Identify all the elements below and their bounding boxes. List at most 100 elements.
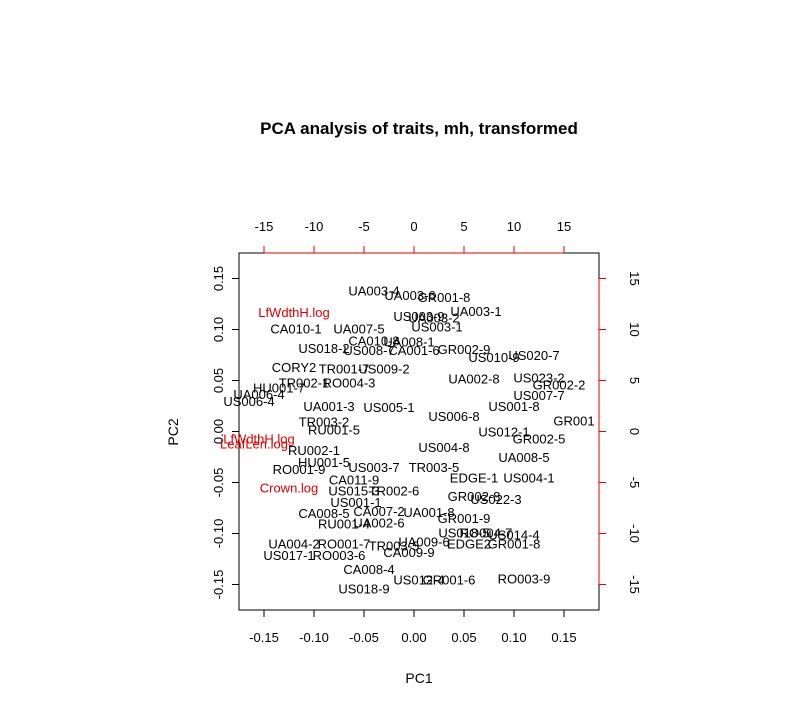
- y-tick-label: 0.05: [211, 368, 226, 393]
- point-label: US017-1: [263, 548, 314, 563]
- point-label: CA008-4: [343, 562, 394, 577]
- point-label: US009-2: [358, 361, 409, 376]
- point-label: GR001-6: [423, 572, 476, 587]
- y-tick-label: -0.10: [211, 519, 226, 549]
- point-label: TR003-5: [409, 460, 460, 475]
- right-tick-label: 10: [627, 322, 642, 336]
- point-label: RO001-7: [318, 537, 371, 552]
- point-label: CA011-9: [329, 472, 379, 487]
- point-label: UA001-3: [303, 399, 354, 414]
- loading-label: LeafLen.log: [220, 437, 288, 452]
- y-tick-label: -0.05: [211, 468, 226, 498]
- top-tick-label: 15: [557, 219, 571, 234]
- point-label: CORY2: [272, 360, 317, 375]
- point-label: US022-3: [470, 492, 521, 507]
- point-label: TR002-6: [369, 484, 420, 499]
- point-label: US006-8: [428, 409, 479, 424]
- point-label: UA003-1: [450, 304, 501, 319]
- top-tick-label: -10: [305, 219, 324, 234]
- point-label: UA001-8: [403, 505, 454, 520]
- point-label: CA001-6: [388, 343, 439, 358]
- point-label: US003-9: [393, 309, 444, 324]
- y-tick-label: 0.10: [211, 317, 226, 342]
- point-label: TR003-2: [299, 414, 350, 429]
- point-label: US014-4: [488, 528, 539, 543]
- bottom-axis: -0.15 -0.10 -0.05 0.00 0.05 0.10 0.15: [249, 609, 577, 645]
- point-label: UA002-8: [448, 371, 499, 386]
- point-label: RU001-5: [308, 422, 360, 437]
- point-label: US012-1: [478, 425, 529, 440]
- point-label: US008-7: [343, 343, 394, 358]
- point-label: RO003-9: [498, 571, 551, 586]
- right-tick-label: -15: [627, 575, 642, 594]
- point-label: GR002-8: [448, 489, 501, 504]
- top-tick-label: 5: [460, 219, 467, 234]
- x-tick-label: -0.05: [349, 630, 379, 645]
- point-label: US018-2: [298, 341, 349, 356]
- point-label: UA006-4: [233, 387, 284, 402]
- point-label: US023-2: [513, 370, 564, 385]
- chart-title: PCA analysis of traits, mh, transformed: [260, 119, 578, 138]
- point-label: TR003-5: [369, 539, 420, 554]
- point-label: CA008-5: [298, 506, 349, 521]
- point-label: US001-1: [330, 495, 381, 510]
- right-tick-label: 15: [627, 271, 642, 285]
- y-tick-label: 0.00: [211, 419, 226, 444]
- point-label: CA010-1: [270, 321, 321, 336]
- right-tick-label: -10: [627, 524, 642, 543]
- point-label: UA002-6: [353, 515, 404, 530]
- point-label: GR001-9: [438, 511, 491, 526]
- point-label: GR001-8: [488, 537, 541, 552]
- top-axis: -15 -10 -5 0 5 10 15: [255, 219, 571, 254]
- x-tick-label: 0.05: [451, 630, 476, 645]
- point-label: US001-8: [488, 399, 539, 414]
- top-tick-label: -5: [358, 219, 370, 234]
- point-label: US007-7: [513, 388, 564, 403]
- right-tick-label: 5: [627, 377, 642, 384]
- point-label: UA003-4: [348, 284, 399, 299]
- point-label: RO003-6: [313, 548, 366, 563]
- loading-label: LfWdthH.log: [258, 305, 330, 320]
- point-label: HU001-7: [253, 381, 305, 396]
- point-label: TR001-7: [319, 361, 370, 376]
- right-tick-label: 0: [627, 428, 642, 435]
- point-label: TR002-1: [279, 376, 330, 391]
- y-axis-label: PC2: [165, 418, 181, 445]
- point-label: RO004-7: [460, 525, 513, 540]
- x-tick-label: -0.15: [249, 630, 279, 645]
- x-tick-label: -0.10: [299, 630, 329, 645]
- x-tick-label: 0.00: [401, 630, 426, 645]
- x-tick-label: 0.10: [501, 630, 526, 645]
- point-label: GR001: [553, 413, 594, 428]
- point-label: GR002-9: [438, 342, 491, 357]
- x-axis-label: PC1: [405, 670, 432, 686]
- point-label: UA003-6: [384, 288, 435, 303]
- point-label: UA009-6: [398, 535, 449, 550]
- point-label: US006-4: [223, 394, 274, 409]
- loading-label: Crown.log: [260, 481, 319, 496]
- point-label: US003-7: [348, 460, 399, 475]
- point-label: GR002-5: [513, 432, 566, 447]
- loading-label: LfWdthH.log: [223, 432, 295, 447]
- point-label: UA008-5: [498, 450, 549, 465]
- point-label: GR001-8: [418, 290, 471, 305]
- x-tick-label: 0.15: [551, 630, 576, 645]
- point-label: US018-9: [338, 582, 389, 597]
- right-tick-label: -5: [627, 477, 642, 489]
- point-label: US005-1: [363, 400, 414, 415]
- y-tick-label: -0.15: [211, 570, 226, 600]
- top-tick-label: 10: [507, 219, 521, 234]
- point-label: RU001-4: [318, 516, 370, 531]
- y-tick-label: 0.15: [211, 266, 226, 291]
- top-tick-label: -15: [255, 219, 274, 234]
- point-label: US010-9: [468, 350, 519, 365]
- point-label: RO001-9: [273, 462, 326, 477]
- point-label: RO004-3: [323, 376, 376, 391]
- point-label: RU002-1: [288, 443, 340, 458]
- point-label: US015-3: [328, 484, 379, 499]
- point-label: US018-5: [438, 525, 489, 540]
- left-axis: -0.15 -0.10 -0.05 0.00 0.05 0.10 0.15: [211, 266, 240, 600]
- point-label: EDGE2: [447, 537, 491, 552]
- point-label: EDGE-1: [450, 470, 498, 485]
